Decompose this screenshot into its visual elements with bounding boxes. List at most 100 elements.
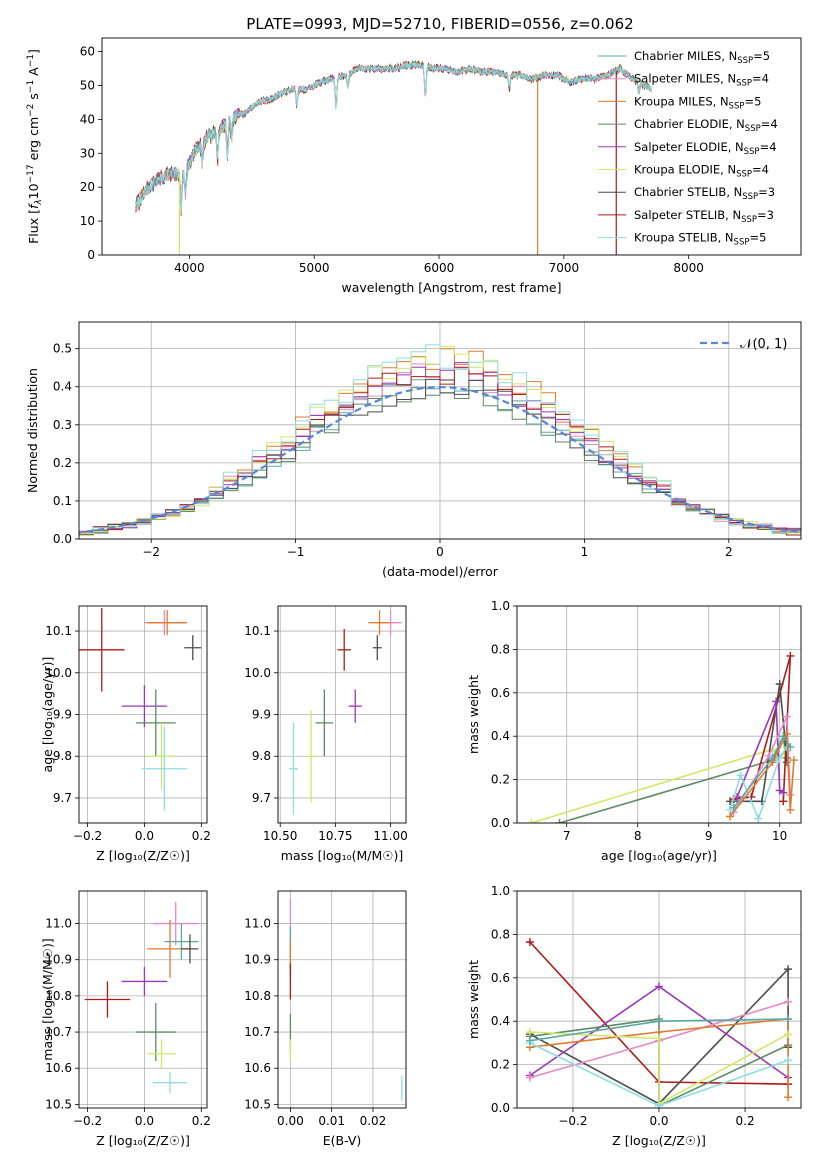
legend-label-text: Salpeter STELIB, N [634,208,741,222]
y-axis-label: mass weight [466,960,481,1039]
plot-area [527,651,798,823]
y-tick-label: 10.1 [244,624,271,638]
y-tick-label: 0.0 [53,532,72,546]
legend-label-sub: SSP [741,215,757,225]
y-label-part: −17 [26,164,36,183]
x-tick-label: 8000 [673,261,704,275]
y-tick-label: 9.9 [53,708,72,722]
frame-group [78,605,208,824]
weight-marker [525,1036,534,1045]
y-tick-label: 10.9 [45,953,72,967]
weight-line-chabrier_stelib [529,967,789,1105]
x-tick-label: 2 [725,545,733,559]
legend-label: Salpeter MILES, NSSP=4 [634,72,769,89]
figure-title: PLATE=0993, MJD=52710, FIBERID=0556, z=0… [246,15,633,33]
x-tick-label: 11.00 [373,829,407,843]
axes-frame [78,605,208,824]
x-tick-label: −0.2 [558,1114,587,1128]
axes-frame [78,890,208,1109]
y-tick-label: 0.6 [491,686,510,700]
weight-marker [555,819,564,823]
y-tick-label: 10.5 [45,1097,72,1111]
panels: 4000 5000 6000 7000 80000102030405060wavelen… [25,37,802,1148]
y-label-part: 10 [26,183,41,199]
x-tick-label: −0.2 [73,829,102,843]
y-tick-label: 0.8 [491,927,510,941]
y-tick-label: 11.0 [244,917,271,931]
weight-marker [729,803,738,812]
plot-area [289,610,402,815]
y-label-part: −1 [26,80,36,93]
axes-frame [516,890,802,1109]
y-tick-label: 10 [80,214,95,228]
x-tick-label: 0.2 [192,1114,211,1128]
weight-marker [786,743,795,752]
y-tick-label: 9.8 [252,749,271,763]
weight-marker [782,712,791,721]
y-tick-label: 10.9 [244,953,271,967]
x-tick-label: 1 [581,545,589,559]
legend-label: Salpeter STELIB, NSSP=3 [634,208,774,225]
y-tick-label: 0.2 [53,456,72,470]
x-axis-label: wavelength [Angstrom, rest frame] [341,280,561,295]
x-tick-label: 9 [705,829,713,843]
histogram-legend: 𝒩(0, 1) [700,337,787,352]
x-axis-label: age [log₁₀(age/yr)] [601,848,717,863]
y-label-part: s [26,93,41,104]
legend-label: Chabrier ELODIE, NSSP=4 [634,117,778,134]
weight-marker [754,814,763,823]
weight-line-chabrier_miles [732,734,791,809]
legend-label-sub: SSP [737,56,753,66]
legend-label-text: Kroupa ELODIE, N [634,163,736,177]
y-tick-label: 0.4 [491,1014,510,1028]
frame-group [78,321,802,540]
y-tick-label: 50 [80,78,95,92]
y-tick-label: 60 [80,45,95,59]
y-label-part: −1 [26,54,36,67]
legend-label-suffix: =3 [757,208,774,222]
y-tick-label: 0 [87,248,95,262]
y-tick-label: 0.8 [491,642,510,656]
histogram-kroupa_stelib [79,344,801,535]
y-tick-label: 0.4 [491,729,510,743]
legend-label-text: Kroupa STELIB, N [634,231,734,245]
plot-area [525,937,793,1108]
x-tick-label: 0.2 [192,829,211,843]
x-tick-label: 0.0 [135,829,154,843]
y-tick-label: 10.8 [244,989,271,1003]
weight-marker [768,753,777,762]
y-tick-label: 0.4 [53,380,72,394]
gaussian-curve [79,385,801,534]
plot-area [79,344,801,537]
y-tick-label: 10.6 [244,1061,271,1075]
y-tick-label: 10.5 [244,1097,271,1111]
x-tick-label: 0 [436,545,444,559]
legend-label-suffix: =5 [749,231,766,245]
y-tick-label: 10.6 [45,1061,72,1075]
y-label-part: f [26,203,41,209]
weight-marker [525,1073,534,1082]
x-tick-label: 0.0 [135,1114,154,1128]
y-label-part: λ [34,199,44,205]
panel-age-vs-Z: −0.2 0.0 0.2 9.7 9.8 9.9 10.0 10.1 Z [log₁₀(Z/Z☉… [40,605,211,863]
axes-frame [277,605,407,824]
y-tick-label: 10.7 [244,1025,271,1039]
x-axis-label: E(B-V) [323,1133,362,1148]
legend-label-sub: SSP [736,79,752,89]
legend-label-suffix: =4 [760,140,777,154]
frame-group [277,605,407,824]
legend-label-suffix: =4 [752,163,769,177]
weight-marker [726,812,734,821]
weight-marker [779,797,788,806]
legend-label: Kroupa STELIB, NSSP=5 [634,231,766,248]
panel-residual-histogram: −2 −1 0 1 2 0.0 0.1 0.2 0.3 0.4 0.5 (data-model)/er… [25,321,802,579]
x-tick-label: 10.50 [263,829,297,843]
y-tick-label: 30 [80,146,95,160]
frame-group [78,890,208,1109]
weight-marker [655,1034,663,1043]
frame-group [101,37,802,256]
x-axis-label: (data-model)/error [382,564,499,579]
x-tick-label: 7000 [549,261,580,275]
